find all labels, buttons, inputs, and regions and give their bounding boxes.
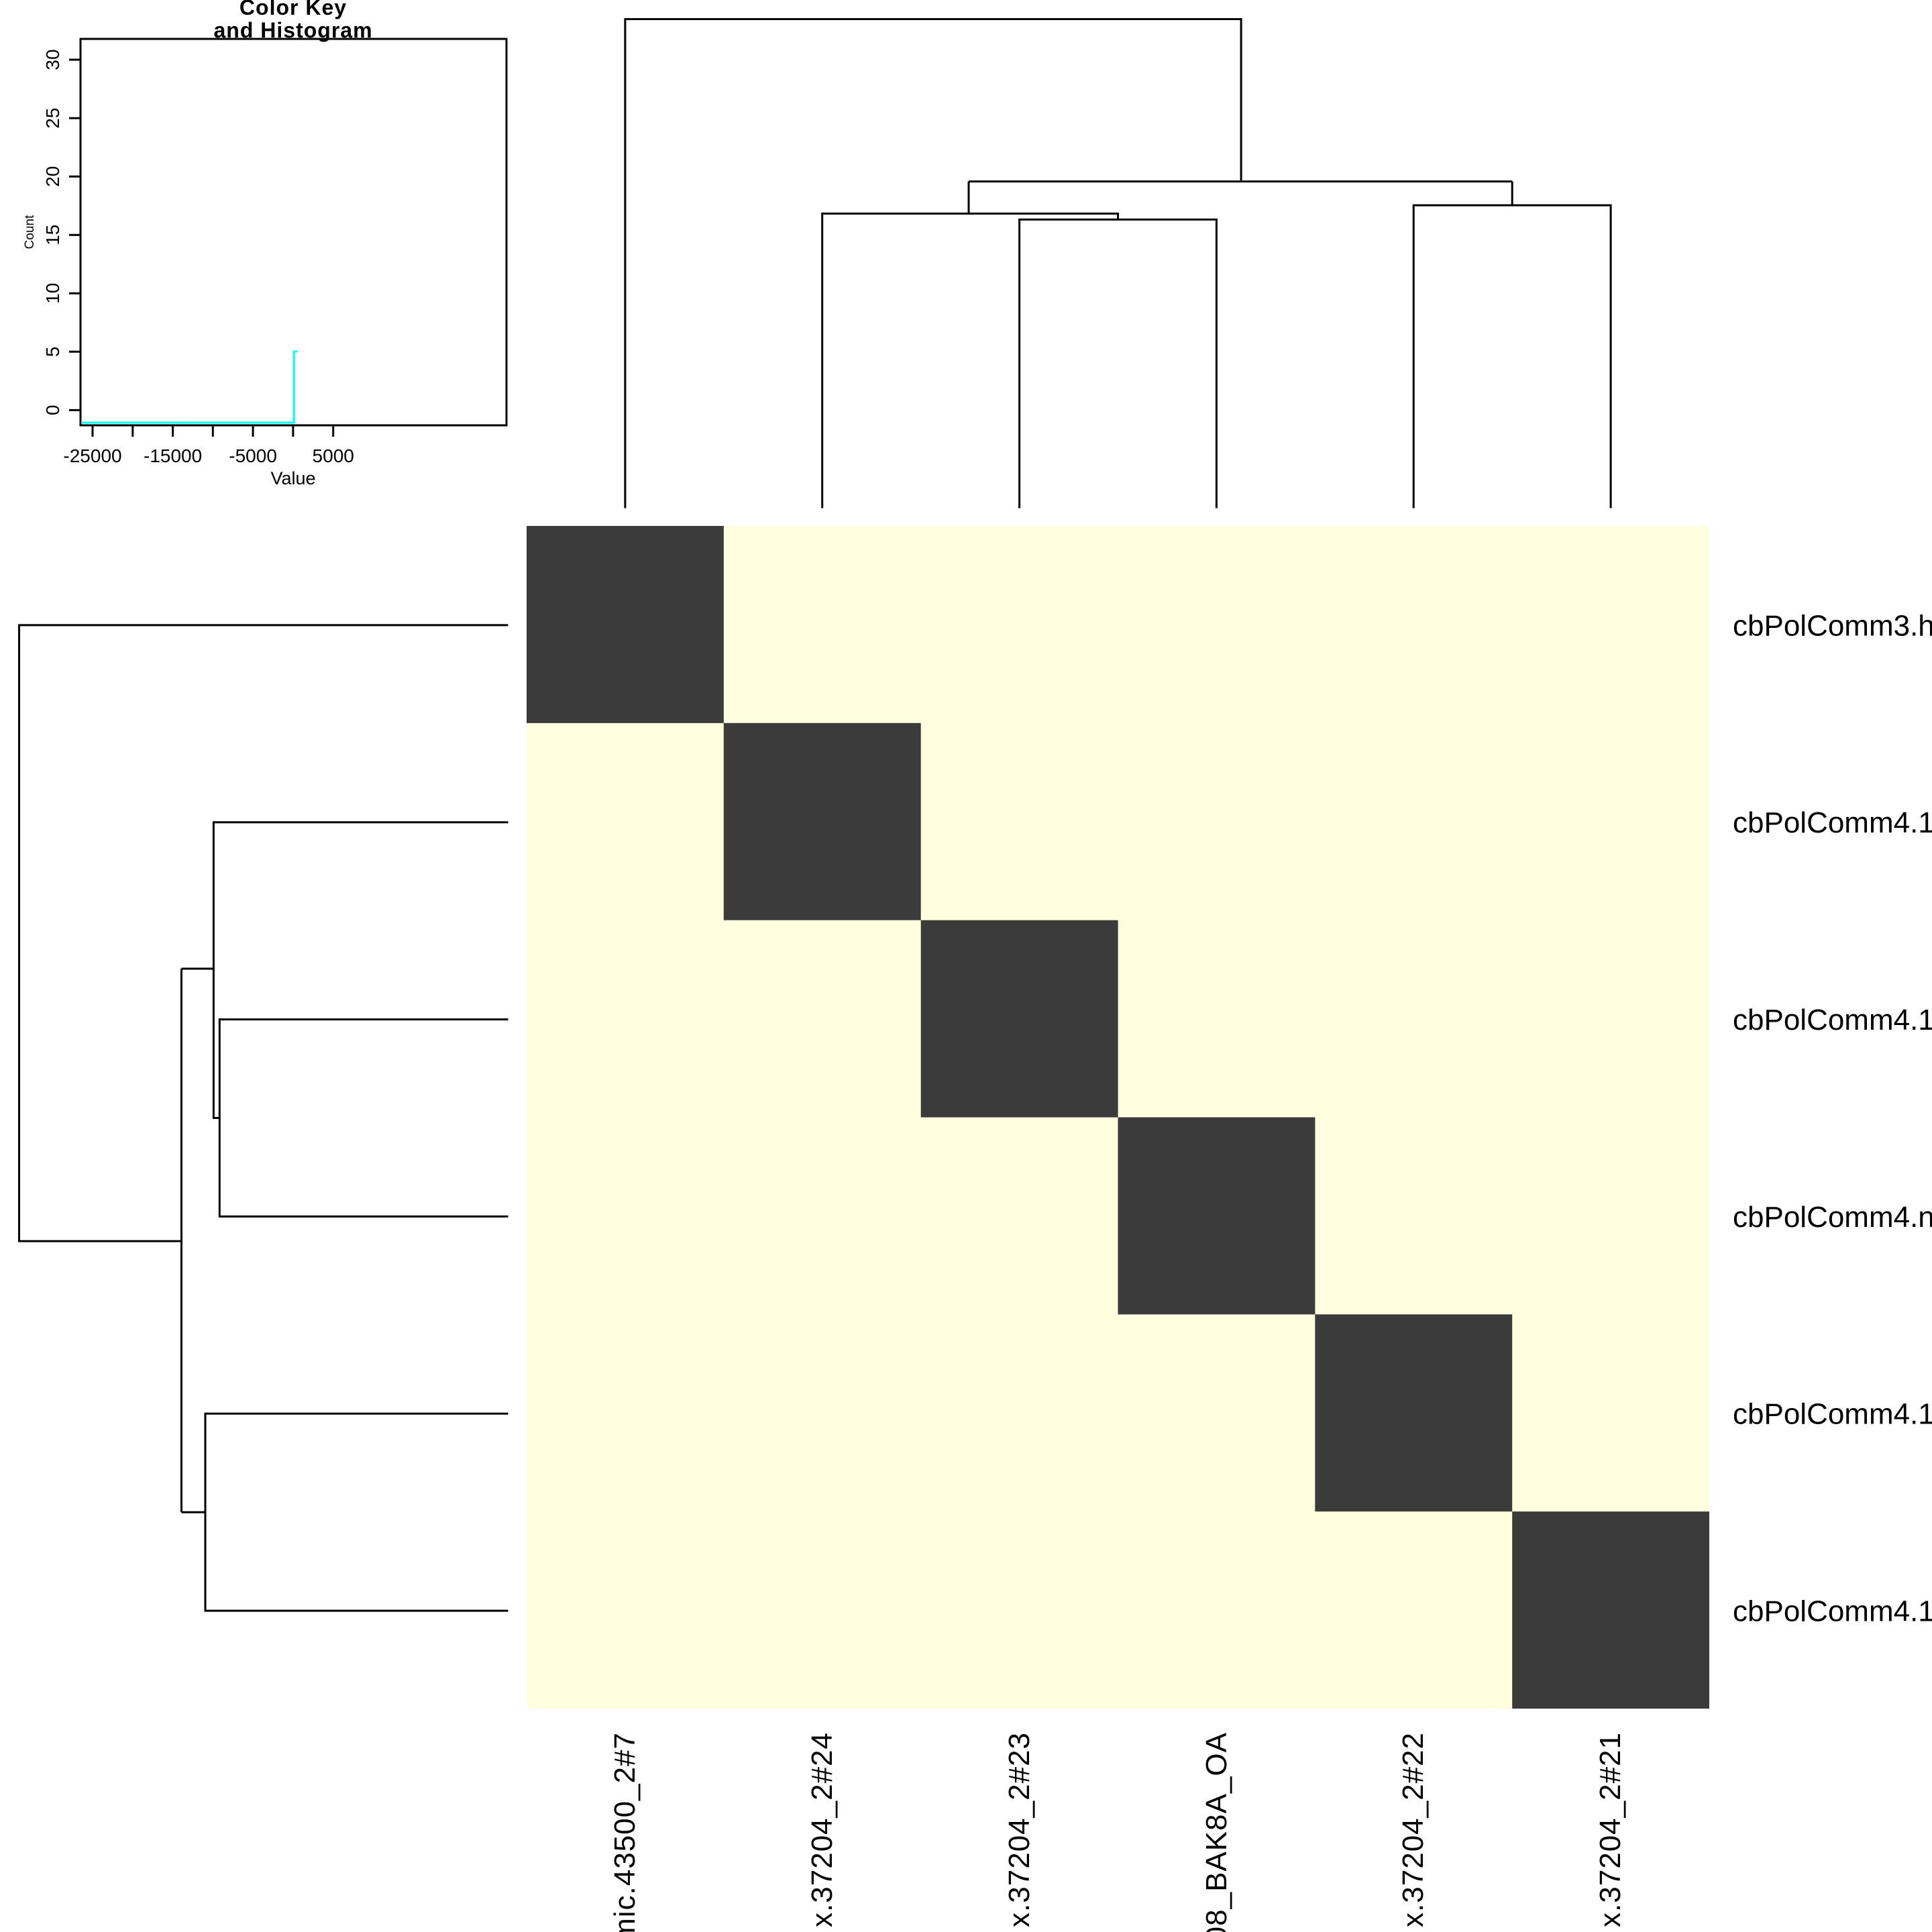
- svg-text:0: 0: [42, 405, 63, 416]
- svg-text:x.37204_2#24: x.37204_2#24: [806, 1732, 839, 1927]
- svg-text:Count: Count: [23, 215, 37, 249]
- svg-text:cbPolComm4.no: cbPolComm4.no: [1733, 1201, 1932, 1234]
- svg-text:-15000: -15000: [144, 445, 202, 466]
- svg-text:cbPolComm4.12: cbPolComm4.12: [1733, 806, 1932, 839]
- svg-text:cbPolComm3.het: cbPolComm3.het: [1733, 609, 1932, 642]
- svg-text:10: 10: [42, 283, 63, 304]
- svg-text:x.37204_2#23: x.37204_2#23: [1003, 1732, 1036, 1927]
- svg-text:-5000: -5000: [229, 445, 277, 466]
- svg-text:5: 5: [42, 347, 63, 358]
- svg-text:-25000: -25000: [63, 445, 121, 466]
- svg-text:5000: 5000: [313, 445, 354, 466]
- svg-text:x.37204_2#22: x.37204_2#22: [1397, 1732, 1430, 1927]
- svg-text:15: 15: [42, 225, 63, 246]
- svg-text:cbPolComm4.12: cbPolComm4.12: [1733, 1398, 1932, 1431]
- svg-text:5008_BAK8A_OA: 5008_BAK8A_OA: [1200, 1732, 1233, 1932]
- svg-text:25: 25: [42, 108, 63, 129]
- svg-text:x.37204_2#21: x.37204_2#21: [1594, 1732, 1627, 1927]
- svg-text:Color Key: Color Key: [239, 0, 347, 19]
- svg-text:cbPolComm4.12: cbPolComm4.12: [1733, 1595, 1932, 1628]
- svg-text:mic.43500_2#7: mic.43500_2#7: [608, 1732, 641, 1932]
- svg-text:20: 20: [42, 166, 63, 187]
- svg-text:cbPolComm4.12: cbPolComm4.12: [1733, 1004, 1932, 1036]
- svg-text:30: 30: [42, 49, 63, 70]
- svg-text:Value: Value: [270, 468, 315, 488]
